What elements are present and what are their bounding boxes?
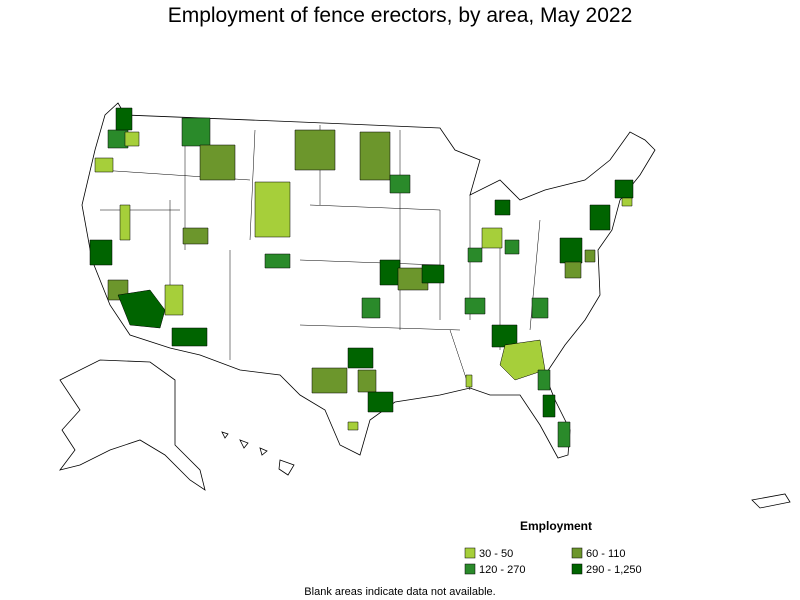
area-region <box>499 339 546 381</box>
area-region <box>481 227 503 249</box>
area-region <box>254 181 291 238</box>
area-region <box>537 369 571 448</box>
area-region <box>182 227 209 245</box>
legend-title: Employment <box>520 519 592 533</box>
area-region <box>421 264 445 284</box>
area-region <box>94 131 140 173</box>
legend-label: 290 - 1,250 <box>586 564 642 576</box>
legend: Employment 30 - 50 60 - 110 120 - 270 290 -… <box>464 519 642 576</box>
area-region <box>379 259 401 286</box>
legend-label: 30 - 50 <box>479 548 513 560</box>
area-region <box>347 374 473 431</box>
area-region <box>367 391 394 413</box>
legend-swatch <box>571 563 583 575</box>
area-region <box>347 347 374 369</box>
area-region <box>311 367 377 394</box>
area-region <box>117 289 166 329</box>
footnote: Blank areas indicate data not available. <box>304 586 495 598</box>
area-region <box>564 249 596 279</box>
puerto-rico <box>751 493 791 509</box>
legend-swatch <box>464 563 476 575</box>
area-region <box>115 107 133 131</box>
area-region <box>464 297 549 319</box>
area-region <box>621 197 633 207</box>
area-region <box>164 284 184 316</box>
legend-label: 120 - 270 <box>479 564 525 576</box>
employment-areas <box>89 107 634 448</box>
hawaii <box>221 431 295 476</box>
legend-label: 60 - 110 <box>586 548 626 560</box>
legend-swatch <box>571 547 583 559</box>
area-region <box>467 239 520 263</box>
map <box>59 102 791 509</box>
area-region <box>264 253 291 269</box>
area-region <box>199 144 236 181</box>
area-region <box>89 239 113 266</box>
area-region <box>389 174 411 194</box>
alaska <box>59 359 206 491</box>
area-region <box>181 117 211 147</box>
map-title: Employment of fence erectors, by area, M… <box>168 4 633 27</box>
area-region <box>119 204 131 241</box>
legend-swatch <box>464 547 476 559</box>
area-region <box>397 267 429 291</box>
area-region <box>542 179 634 418</box>
area-region <box>171 327 208 347</box>
area-region <box>361 297 381 319</box>
